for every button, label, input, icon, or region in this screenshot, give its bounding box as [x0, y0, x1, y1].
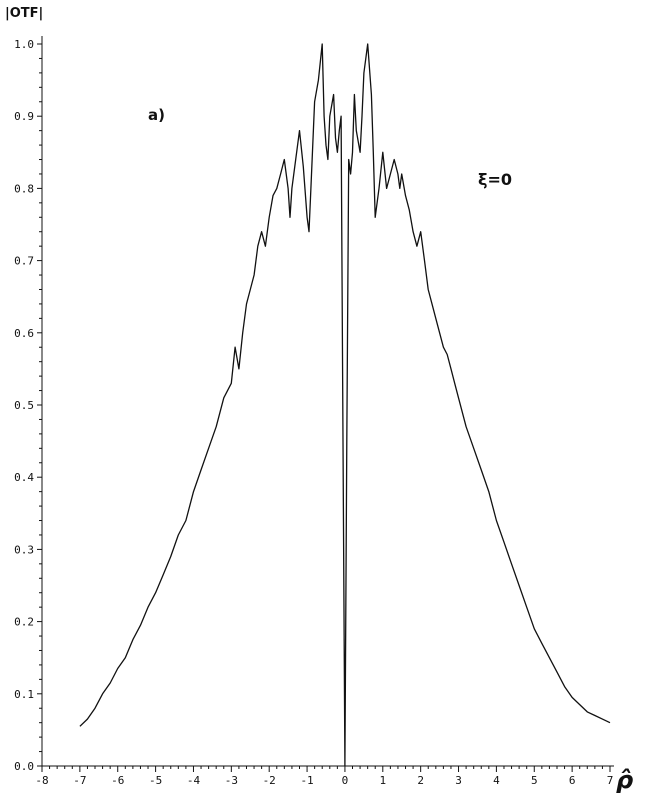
x-tick-label: -1 [300, 774, 313, 787]
x-tick-label: 0 [342, 774, 349, 787]
x-tick-label: -6 [111, 774, 124, 787]
y-tick-label: 0.7 [14, 255, 34, 268]
y-tick-label: 0.3 [14, 543, 34, 556]
y-tick-label: 0.0 [14, 760, 34, 773]
x-tick-label: 6 [569, 774, 576, 787]
x-tick-label: -5 [149, 774, 162, 787]
x-ticks: -8 -7 -6 -5 -4 -3 -2 -1 0 1 2 3 4 5 6 7 [35, 766, 613, 787]
y-axis-label: |OTF| [5, 6, 43, 21]
y-tick-label: 0.8 [14, 182, 34, 195]
x-tick-label: 2 [417, 774, 424, 787]
panel-label: a) [148, 106, 165, 124]
y-ticks: 0.0 0.1 0.2 0.3 0.4 0.5 0.6 0.7 0.8 0.9 1.0 [14, 38, 42, 773]
x-tick-label: -8 [35, 774, 48, 787]
y-tick-label: 1.0 [14, 38, 34, 51]
x-tick-label: -3 [225, 774, 238, 787]
y-tick-label: 0.9 [14, 110, 34, 123]
y-tick-label: 0.2 [14, 616, 34, 629]
x-tick-label: 4 [493, 774, 500, 787]
x-axis-label: ρ̂ [616, 766, 633, 794]
y-tick-label: 0.5 [14, 399, 34, 412]
y-tick-label: 0.1 [14, 688, 34, 701]
y-tick-label: 0.6 [14, 327, 34, 340]
x-tick-label: 5 [531, 774, 538, 787]
x-tick-label: -7 [73, 774, 86, 787]
y-tick-label: 0.4 [14, 471, 34, 484]
xi-annotation: ξ=0 [478, 170, 512, 189]
otf-curve [79, 43, 611, 767]
x-tick-label: -4 [187, 774, 201, 787]
x-tick-label: 1 [379, 774, 386, 787]
x-tick-label: 7 [607, 774, 614, 787]
x-tick-label: -2 [263, 774, 276, 787]
x-tick-label: 3 [455, 774, 462, 787]
